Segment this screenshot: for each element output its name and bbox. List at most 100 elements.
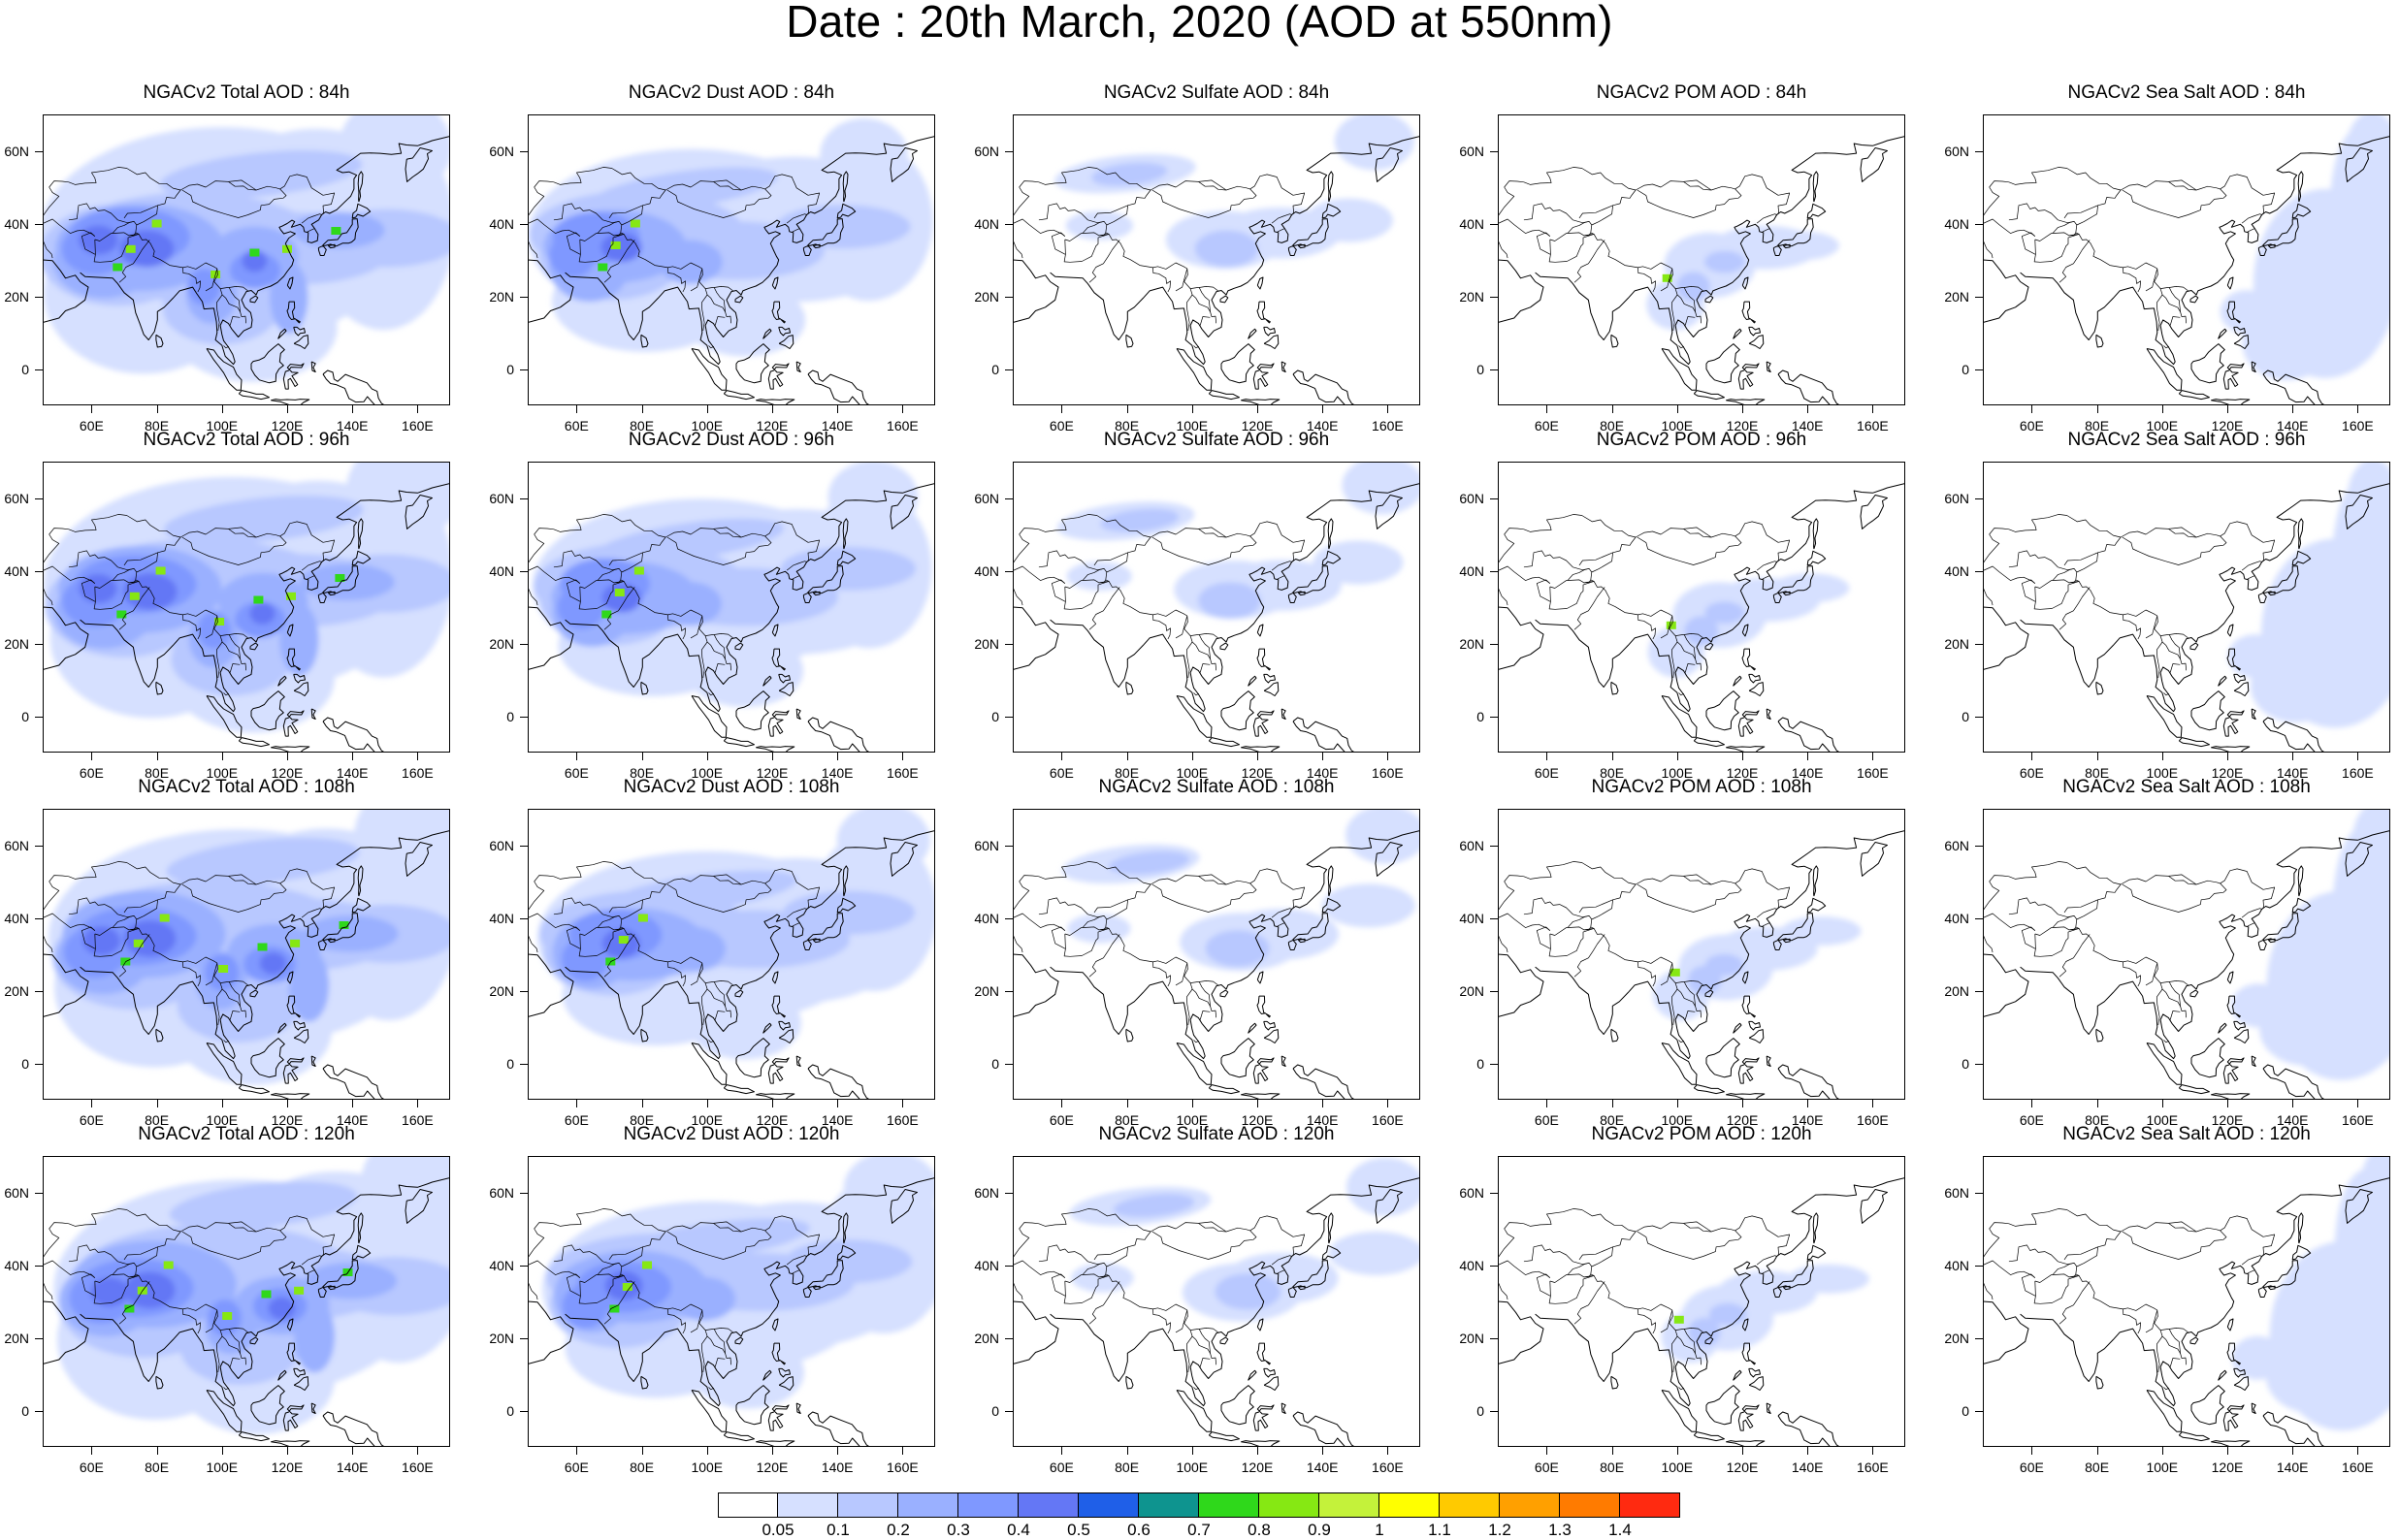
y-tick (1490, 296, 1498, 298)
coastline (1498, 259, 1544, 323)
country-border (1584, 579, 1592, 584)
coastline (1321, 550, 1342, 566)
map-panel: NGACv2 Total AOD : 120h 60E 80E 100E 120E 140… (4, 1124, 450, 1505)
country-border (1578, 1246, 1613, 1261)
panel-title: NGACv2 POM AOD : 108h (1591, 777, 1812, 797)
x-tick (2227, 753, 2228, 760)
country-border (135, 536, 181, 582)
aod-contour (79, 225, 118, 255)
x-tick (1611, 405, 1613, 413)
coastline (2211, 399, 2251, 405)
x-tick (352, 1100, 354, 1107)
colorbar-label: 0.7 (1187, 1521, 1211, 1539)
coastline (812, 1285, 821, 1291)
country-border (708, 1387, 715, 1391)
y-tick-label: 60N (974, 143, 999, 159)
country-border (1277, 228, 1285, 233)
aod-contour (601, 583, 642, 613)
coastline (1661, 1043, 1698, 1085)
y-tick (520, 1192, 528, 1194)
aod-hotspot (610, 241, 621, 249)
country-border (112, 1262, 135, 1275)
country-border (205, 615, 218, 639)
aod-contour (79, 574, 117, 603)
aod-map (1498, 136, 1905, 405)
coastline (1321, 1244, 1342, 1261)
coastline (1726, 1440, 1766, 1447)
y-tick (520, 990, 528, 992)
country-border (229, 663, 241, 673)
coastline (1737, 363, 1760, 390)
country-border (1082, 220, 1105, 234)
coastline (1220, 343, 1255, 384)
coastline (1661, 348, 1698, 391)
coastline (1498, 953, 1544, 1017)
colorbar-label: 0.3 (947, 1521, 970, 1539)
x-tick (352, 405, 354, 413)
map-panel: NGACv2 Dust AOD : 96h 60E 80E 100E 120E 140E 1… (489, 430, 935, 811)
map-panel: NGACv2 Dust AOD : 108h 60E 80E 100E 120E 140E… (489, 777, 935, 1158)
x-tick (1611, 1447, 1613, 1455)
aod-field (1061, 809, 1420, 972)
aod-hotspot (1673, 1315, 1684, 1324)
country-border (1063, 928, 1110, 957)
aod-contour (124, 1271, 176, 1309)
coastline (80, 1177, 450, 1407)
y-tick (35, 917, 43, 919)
coastline (2226, 1342, 2241, 1365)
coastline (771, 301, 786, 324)
country-border (1271, 213, 1292, 224)
coastline (1263, 673, 1276, 684)
colorbar-label: 0.8 (1248, 1521, 1271, 1539)
y-tick-label: 0 (991, 361, 999, 377)
coastline (795, 1055, 801, 1067)
country-border (2021, 926, 2036, 949)
y-tick (520, 1337, 528, 1339)
coastline (2291, 550, 2312, 566)
x-tick (2161, 1100, 2163, 1107)
aod-contour (610, 1218, 811, 1265)
coastline (1733, 1369, 1742, 1381)
y-tick-label: 40N (489, 215, 514, 232)
x-tick-label: 160E (402, 418, 434, 433)
coastline (771, 276, 779, 290)
aod-contour (1215, 1273, 1281, 1310)
country-border (603, 1281, 635, 1325)
coastline (1292, 913, 1329, 942)
country-border (2069, 232, 2077, 237)
coastline (2262, 717, 2326, 753)
aod-contour (249, 602, 276, 625)
colorbar-swatch (1378, 1492, 1440, 1518)
aod-contour (1198, 582, 1261, 620)
x-tick (1546, 753, 1548, 760)
x-tick (706, 1100, 708, 1107)
coastline (735, 690, 770, 731)
country-border (2052, 220, 2075, 234)
coastline (2297, 171, 2304, 203)
x-tick-label: 80E (630, 1460, 655, 1475)
coastline (286, 624, 294, 637)
coastline (1535, 1177, 1905, 1407)
country-border (1637, 267, 1656, 293)
aod-contour (1788, 1264, 1869, 1294)
y-tick (1005, 716, 1013, 718)
country-border (704, 288, 732, 324)
coastline (322, 1064, 386, 1100)
country-border (1983, 1281, 1994, 1300)
y-tick-label: 40N (1944, 1257, 1969, 1273)
x-tick (902, 405, 904, 413)
coastlines (1013, 830, 1420, 1100)
x-tick-label: 160E (2342, 1460, 2374, 1475)
coastline (293, 326, 306, 337)
x-tick-label: 60E (79, 418, 104, 433)
x-tick (1322, 1100, 1324, 1107)
country-border (2247, 922, 2255, 927)
coastline (2226, 624, 2234, 637)
aod-hotspot (637, 914, 648, 922)
country-border (1983, 240, 1994, 259)
coastline (206, 1390, 243, 1432)
coastline (756, 1093, 795, 1100)
coastline (640, 334, 649, 348)
aod-map (1498, 483, 1905, 753)
coastline (282, 1057, 305, 1084)
